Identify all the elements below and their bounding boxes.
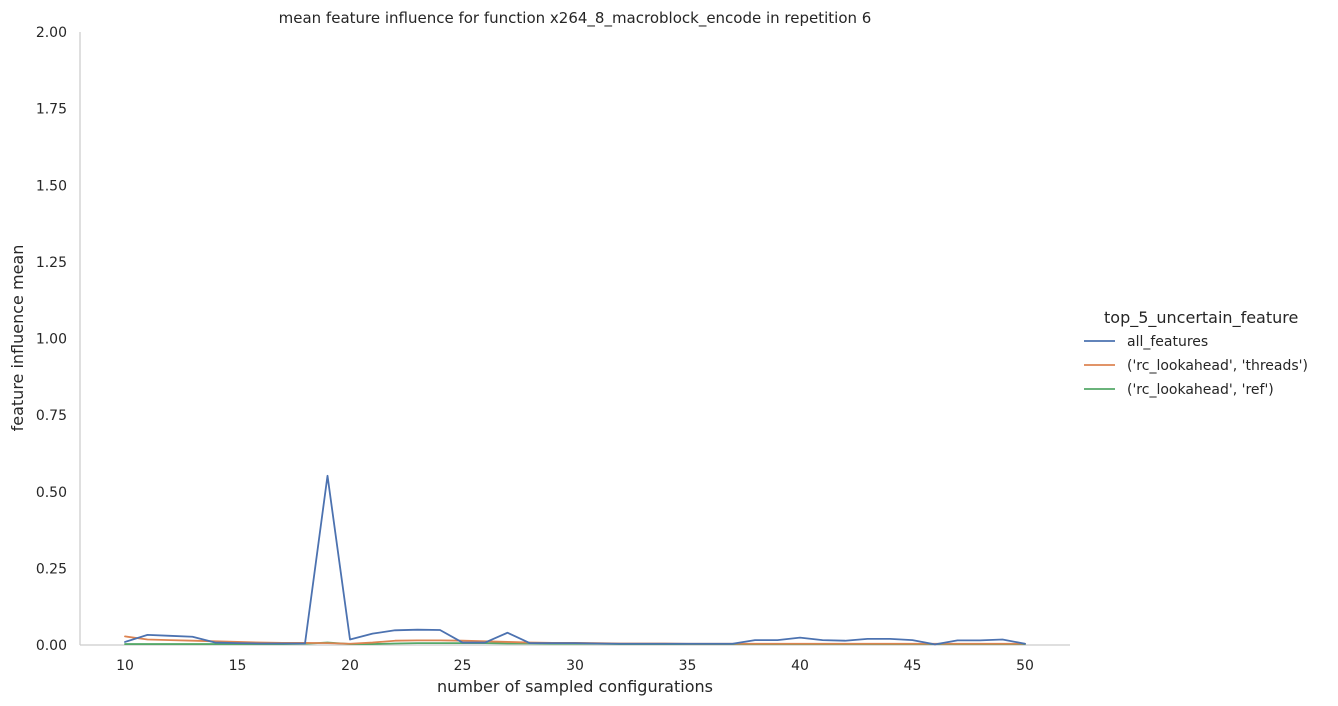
legend-items: all_features ('rc_lookahead', 'threads') (… bbox=[1084, 334, 1308, 398]
y-tick-label: 1.75 bbox=[36, 102, 67, 118]
x-tick-label: 10 bbox=[116, 658, 134, 674]
y-tick-label: 0.50 bbox=[36, 485, 67, 501]
y-tick-label: 1.25 bbox=[36, 255, 67, 271]
legend-label: ('rc_lookahead', 'threads') bbox=[1127, 358, 1308, 374]
x-tick-label: 35 bbox=[679, 658, 697, 674]
chart-title: mean feature influence for function x264… bbox=[279, 9, 872, 28]
y-tick-label: 0.00 bbox=[36, 638, 67, 654]
x-tick-label: 50 bbox=[1016, 658, 1034, 674]
series-line-0 bbox=[124, 474, 1026, 646]
x-tick-label: 30 bbox=[566, 658, 584, 674]
y-axis-ticks: 0.00 0.25 0.50 0.75 1.00 1.25 1.50 1.75 2.00 bbox=[36, 25, 67, 654]
x-tick-label: 40 bbox=[791, 658, 809, 674]
y-tick-label: 1.00 bbox=[36, 332, 67, 348]
y-tick-label: 1.50 bbox=[36, 178, 67, 194]
legend-label: all_features bbox=[1127, 334, 1208, 350]
x-tick-label: 45 bbox=[904, 658, 922, 674]
x-axis-title: number of sampled configurations bbox=[437, 677, 713, 696]
y-tick-label: 2.00 bbox=[36, 25, 67, 41]
x-axis-ticks: 10 15 20 25 30 35 40 45 50 bbox=[116, 658, 1034, 674]
x-tick-label: 20 bbox=[341, 658, 359, 674]
legend-title: top_5_uncertain_feature bbox=[1104, 308, 1298, 328]
legend-label: ('rc_lookahead', 'ref') bbox=[1127, 382, 1274, 398]
legend: top_5_uncertain_feature all_features ('rc… bbox=[1084, 308, 1308, 398]
series-layer bbox=[124, 474, 1026, 646]
y-axis-title: feature influence mean bbox=[8, 245, 27, 432]
y-tick-label: 0.75 bbox=[36, 408, 67, 424]
y-tick-label: 0.25 bbox=[36, 561, 67, 577]
x-tick-label: 15 bbox=[229, 658, 247, 674]
x-tick-label: 25 bbox=[454, 658, 472, 674]
